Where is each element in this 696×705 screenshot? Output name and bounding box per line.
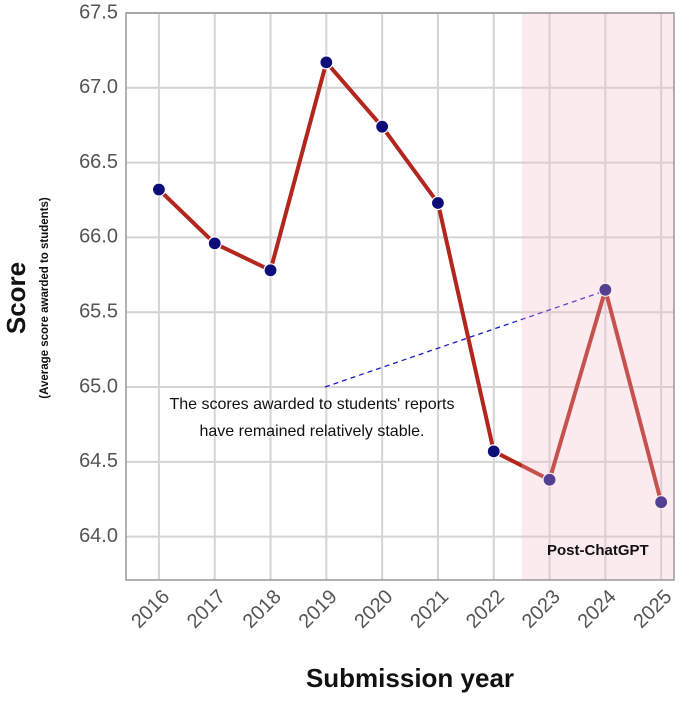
point <box>319 55 334 70</box>
x-tick-label: 2021 <box>406 586 453 633</box>
annotation-arrow <box>324 292 600 388</box>
highlight-label: Post-ChatGPT <box>547 542 649 559</box>
point <box>375 119 390 134</box>
x-axis-title: Submission year <box>306 663 514 693</box>
y-tick-label: 66.5 <box>79 151 118 173</box>
annotation-text: have remained relatively stable. <box>199 423 424 440</box>
point <box>486 444 501 459</box>
x-tick-label: 2018 <box>239 586 286 633</box>
y-tick-label: 64.5 <box>79 450 118 472</box>
point <box>207 236 222 251</box>
x-tick-label: 2017 <box>183 586 230 633</box>
point <box>542 472 557 487</box>
y-tick-label: 67.0 <box>79 76 118 98</box>
y-axis-title: Score <box>1 262 31 334</box>
y-tick-label: 64.0 <box>79 525 118 547</box>
line <box>157 60 664 503</box>
x-tick-label: 2016 <box>127 586 174 633</box>
x-tick-label: 2025 <box>629 586 676 633</box>
y-tick-label: 65.5 <box>79 300 118 322</box>
y-tick-label: 67.5 <box>79 1 118 23</box>
point <box>430 195 446 211</box>
point <box>598 282 613 297</box>
y-axis-subtitle: (Average score awarded to students) <box>39 197 51 399</box>
point <box>263 263 278 278</box>
highlight-region <box>521 13 674 580</box>
x-tick-label: 2020 <box>350 586 397 633</box>
x-tick-label: 2024 <box>574 586 621 633</box>
x-tick-label: 2019 <box>295 586 342 633</box>
plot-border <box>125 12 675 581</box>
x-tick-label: 2022 <box>462 586 509 633</box>
x-tick-label: 2023 <box>518 586 565 633</box>
y-tick-label: 66.0 <box>79 226 118 248</box>
point <box>654 495 669 510</box>
y-tick-label: 65.0 <box>79 375 118 397</box>
point <box>151 182 167 197</box>
annotation-text: The scores awarded to students' reports <box>170 396 455 413</box>
